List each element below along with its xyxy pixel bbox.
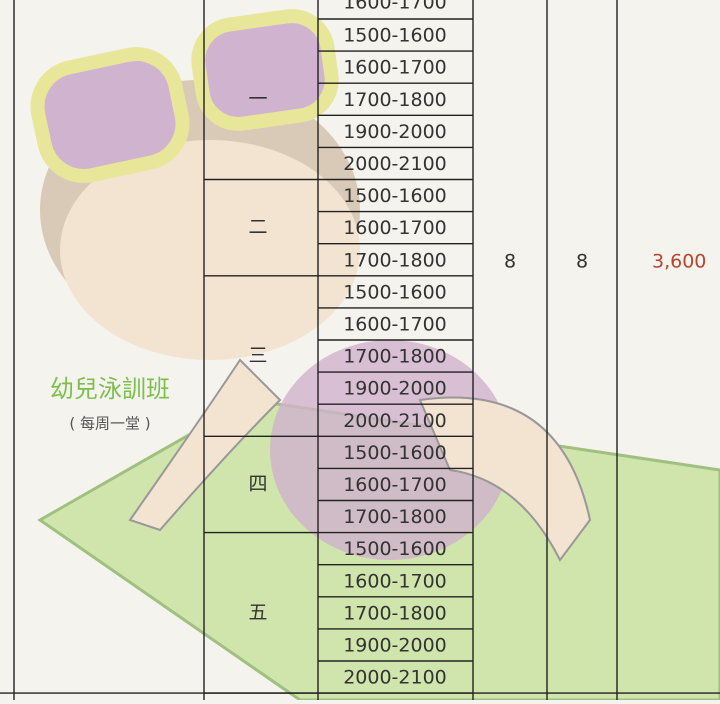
time-slot: 1600-1700: [343, 217, 447, 239]
day-label: 四: [248, 473, 267, 495]
sessions: 8: [504, 250, 516, 272]
time-slot: 1700-1800: [343, 602, 447, 624]
time-slot: 2000-2100: [343, 410, 447, 432]
day-label: 一: [248, 88, 267, 110]
time-slot: 1700-1800: [343, 249, 447, 271]
time-slot: 2000-2100: [343, 667, 447, 689]
time-slot: 1500-1600: [343, 185, 447, 207]
time-slot: 1700-1800: [343, 346, 447, 368]
cartoon-illustration: [30, 9, 720, 702]
time-slot: 2000-2100: [343, 153, 447, 175]
time-slot: 1600-1700: [343, 0, 447, 13]
day-label: 二: [248, 216, 267, 238]
time-slot: 1500-1600: [343, 442, 447, 464]
time-slot: 1900-2000: [343, 634, 447, 656]
time-slot: 1600-1700: [343, 57, 447, 79]
time-slot: 1500-1600: [343, 281, 447, 303]
time-slot: 1900-2000: [343, 121, 447, 143]
time-slot: 1600-1700: [343, 570, 447, 592]
time-slot: 1700-1800: [343, 89, 447, 111]
time-slot: 1600-1700: [343, 313, 447, 335]
price: 3,600: [652, 250, 706, 272]
course-note: ( 每周一堂 ): [69, 415, 150, 433]
time-slot: 1900-2000: [343, 378, 447, 400]
day-label: 三: [248, 345, 267, 367]
time-slot: 1500-1600: [343, 25, 447, 47]
lessons: 8: [576, 250, 588, 272]
day-label: 五: [248, 601, 267, 623]
time-slot: 1500-1600: [343, 538, 447, 560]
time-slot: 1600-1700: [343, 474, 447, 496]
time-slot: 1700-1800: [343, 506, 447, 528]
course-name: 幼兒泳訓班: [50, 375, 170, 403]
